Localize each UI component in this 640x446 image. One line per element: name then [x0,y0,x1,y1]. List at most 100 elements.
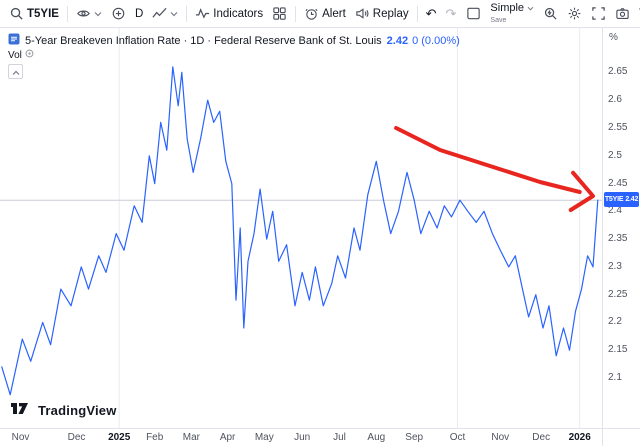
y-axis-label: 2.35 [608,233,628,245]
symbol-quote-button[interactable] [72,4,106,23]
search-icon [9,6,24,21]
gear-icon [567,6,582,21]
y-axis-label: 2.25 [608,288,628,300]
replay-button[interactable]: Replay [351,4,413,23]
volume-menu-icon [25,49,34,61]
y-axis-label: 2.65 [608,66,628,78]
drawn-arrow-head[interactable] [568,170,595,212]
x-axis-month-label: Jun [294,432,311,443]
badge-value: 2.42 [625,196,639,204]
y-axis-label: 2.55 [608,122,628,133]
tradingview-mark-icon [10,400,32,420]
indicators-button[interactable]: Indicators [191,4,267,23]
x-axis-month-label: Dec [67,432,86,443]
snapshot-button[interactable] [611,4,634,23]
layout-templates-button[interactable] [268,4,291,23]
x-axis-month-label: Nov [11,432,30,443]
tradingview-brand-label: TradingView [38,402,117,418]
indicators-icon [195,6,210,21]
chevron-down-icon [94,11,102,17]
fullscreen-button[interactable] [587,4,610,23]
layout-square-icon [466,6,481,21]
chevron-down-icon [170,11,178,17]
legend-title: 5-Year Breakeven Inflation Rate · 1D · F… [25,34,382,47]
x-axis-month-label: Jul [333,432,346,443]
price-label-badge[interactable]: T5YIE 2.42 [604,192,639,208]
layout-name-label: Simple [490,2,525,15]
y-axis-label: 2.15 [608,344,628,356]
quick-search-button[interactable] [539,4,562,23]
line-chart-type-icon [152,6,167,21]
x-axis-year-label: 2025 [108,432,131,443]
fullscreen-icon [591,6,606,21]
toolbar-separator [186,5,188,22]
y-axis-label: 2.6 [608,94,622,106]
toolbar-separator [416,5,418,22]
toolbar-separator [295,5,297,22]
y-axis-label: 2.45 [608,177,628,189]
symbol-legend[interactable]: 5-Year Breakeven Inflation Rate · 1D · F… [8,33,460,48]
grid-layout-icon [272,6,287,21]
axis-corner [602,428,640,446]
legend-price: 2.42 [386,34,409,47]
replay-icon [355,6,370,21]
trade-button[interactable]: Trade [635,6,640,22]
legend-values: 2.42 0 (0.00%) [387,35,460,47]
y-axis-label: 2.3 [608,260,622,272]
drawn-arrow-annotation[interactable] [394,126,582,194]
multichart-layout-button[interactable] [462,4,485,23]
legend-change: 0 (0.00%) [412,34,460,47]
volume-label: Vol [8,49,22,61]
x-axis-month-label: Oct [449,432,466,443]
badge-symbol: T5YIE [604,196,624,204]
chevron-down-icon [527,6,534,11]
x-axis-month-label: Sep [405,432,424,443]
quick-search-icon [543,6,558,21]
x-axis-month-label: Apr [219,432,236,443]
redo-button[interactable]: ↷ [442,5,461,22]
settings-button[interactable] [563,4,586,23]
compare-button[interactable] [107,4,130,23]
alert-button[interactable]: Alert [300,4,350,23]
redo-icon: ↷ [445,6,457,21]
camera-icon [615,6,630,21]
tradingview-logo[interactable]: TradingView [10,400,117,420]
chart-type-button[interactable] [148,4,182,23]
price-series-line[interactable] [1,66,599,396]
undo-icon: ↶ [425,6,437,21]
alarm-clock-icon [304,6,319,21]
price-axis[interactable]: % T5YIE 2.42 2.65 2.6 2.55 2.5 2.45 2.4 2.35 2.… [602,28,640,428]
chart-canvas[interactable] [0,28,602,428]
undo-button[interactable]: ↶ [422,5,441,22]
price-axis-unit-label: % [609,32,618,43]
replay-label: Replay [372,7,409,20]
y-axis-label: 2.1 [608,372,622,383]
y-axis-label: 2.5 [608,149,622,161]
x-axis-month-label: Feb [146,432,164,443]
top-toolbar: T5YIE D [0,0,640,28]
volume-legend[interactable]: Vol [8,49,34,61]
pane-collapse-button[interactable] [8,64,23,79]
x-axis-month-label: Aug [367,432,386,443]
compare-plus-icon [111,6,126,21]
eye-icon [76,6,91,21]
save-status-label: Save [490,17,507,25]
x-axis-year-label: 2026 [568,432,591,443]
indicators-label: Indicators [213,7,264,20]
time-axis[interactable]: Nov Dec 2025 Feb Mar Apr May Jun Jul Aug Sep Oct Nov… [0,428,602,446]
alert-label: Alert [322,7,346,20]
data-source-icon [8,33,20,48]
x-axis-month-label: Mar [182,432,201,443]
symbol-search-button[interactable]: T5YIE [5,4,63,23]
x-axis-month-label: Nov [491,432,510,443]
chart-pane: 5-Year Breakeven Inflation Rate · 1D · F… [0,28,602,428]
chevron-up-icon [12,64,20,79]
y-axis-label: 2.2 [608,316,622,328]
interval-button[interactable]: D [131,6,147,22]
x-axis-month-label: Dec [532,432,551,443]
symbol-label: T5YIE [27,7,59,20]
save-layout-button[interactable]: Simple Save [486,1,538,26]
x-axis-month-label: May [254,432,274,443]
toolbar-separator [66,5,68,22]
interval-label: D [134,7,144,20]
